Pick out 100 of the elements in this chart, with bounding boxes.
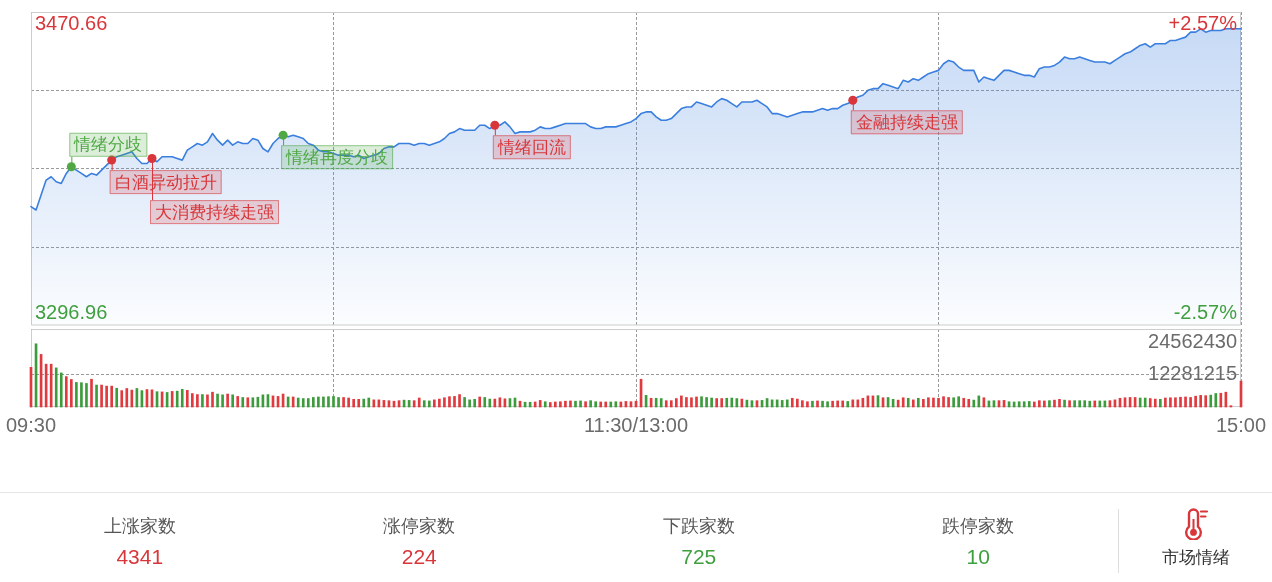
data-label: 725	[680, 544, 718, 570]
bar	[700, 396, 703, 408]
bar	[347, 397, 350, 408]
bar	[1174, 397, 1177, 408]
bar	[816, 400, 819, 408]
bar	[342, 397, 345, 408]
bar	[357, 399, 361, 408]
bar	[115, 387, 119, 408]
bar	[458, 394, 461, 408]
category-label: 上涨家数	[102, 515, 177, 538]
bar	[246, 397, 250, 408]
x-tick-label: 09:30	[5, 413, 57, 436]
bar	[1194, 395, 1197, 408]
bar	[206, 394, 209, 408]
bar	[1078, 400, 1081, 408]
bar	[201, 394, 204, 408]
bar	[917, 397, 920, 408]
bar	[337, 397, 340, 408]
bar	[221, 394, 224, 408]
bar	[90, 378, 93, 408]
bar	[54, 367, 58, 408]
bar	[448, 396, 451, 408]
bar	[1148, 398, 1152, 408]
bar	[216, 393, 219, 408]
bar	[1058, 399, 1061, 408]
bar	[1093, 400, 1097, 408]
bar	[796, 398, 799, 408]
annotation: 金融持续走强	[855, 112, 958, 132]
bar	[1043, 400, 1046, 408]
bar	[957, 396, 960, 408]
bar	[690, 397, 693, 408]
bar	[937, 397, 940, 408]
bar	[473, 399, 476, 408]
bar	[241, 397, 245, 408]
bar	[669, 400, 673, 408]
bar	[927, 397, 930, 408]
bar	[836, 400, 839, 408]
bar	[543, 401, 547, 408]
bar	[463, 397, 466, 408]
bar	[1022, 401, 1026, 408]
bar	[559, 401, 562, 408]
bar	[685, 397, 688, 408]
bar	[947, 397, 950, 408]
bar	[1209, 394, 1213, 408]
bar	[826, 401, 829, 408]
bar	[846, 401, 850, 408]
category-label: 涨停家数	[382, 515, 457, 538]
x-tick-label: 15:00	[1215, 413, 1267, 436]
bar	[569, 400, 572, 408]
bar	[922, 399, 925, 408]
bar	[675, 398, 678, 408]
bar	[196, 394, 199, 408]
bar	[1204, 395, 1208, 408]
bar	[70, 379, 73, 408]
bar	[95, 384, 98, 408]
bar	[64, 376, 68, 408]
bar	[427, 400, 431, 408]
category-label: 下跌家数	[661, 515, 736, 538]
bar	[75, 382, 78, 408]
bar	[720, 398, 724, 408]
bar	[841, 400, 845, 408]
bar	[296, 397, 300, 408]
bar	[468, 399, 471, 408]
bar	[901, 397, 905, 408]
bar	[110, 385, 113, 408]
bar	[790, 397, 794, 408]
bar	[422, 400, 426, 408]
bar	[1164, 397, 1167, 408]
bar	[1184, 396, 1187, 408]
bar	[705, 397, 708, 408]
bar	[1048, 400, 1051, 408]
x-tick-label: 11:30/13:00	[583, 413, 689, 436]
annotation: 大消费持续走强	[155, 202, 274, 222]
bar	[932, 397, 935, 408]
bar	[659, 398, 663, 408]
bar	[851, 399, 855, 408]
bar	[175, 390, 179, 408]
bar	[548, 402, 552, 408]
point	[848, 95, 858, 105]
bar	[811, 400, 814, 408]
bar	[594, 401, 597, 408]
bar	[1038, 400, 1041, 408]
bar	[312, 397, 315, 408]
bar	[1088, 400, 1092, 408]
bar	[231, 394, 234, 408]
bar	[120, 390, 124, 408]
bar	[564, 400, 567, 408]
data-label: 10	[965, 544, 991, 570]
bar	[785, 399, 789, 408]
bar	[906, 397, 910, 408]
bar	[599, 401, 603, 408]
bar	[317, 396, 320, 408]
bar	[780, 400, 784, 408]
bar	[1169, 397, 1172, 408]
bar	[1083, 400, 1087, 408]
point	[66, 162, 76, 172]
bar	[589, 400, 592, 408]
text: 市场情绪	[1160, 547, 1231, 569]
bar	[125, 388, 129, 408]
bar	[322, 396, 325, 408]
